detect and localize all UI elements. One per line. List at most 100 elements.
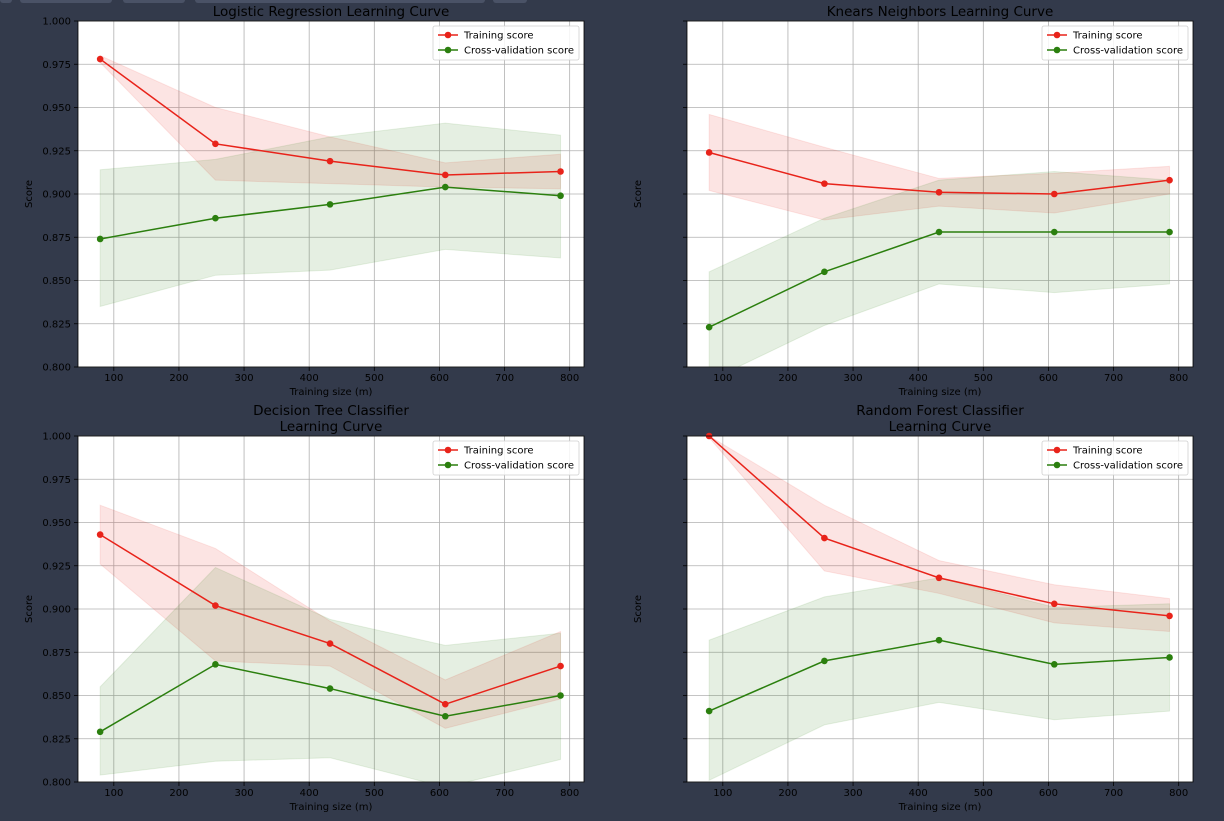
- point-cross-validation-score: [821, 268, 828, 276]
- toolbar-tab[interactable]: [0, 0, 12, 3]
- x-tick-label: 100: [104, 373, 123, 384]
- point-training-score: [557, 662, 564, 670]
- x-tick-label: 800: [1169, 373, 1188, 384]
- x-tick-label: 100: [713, 788, 732, 799]
- point-cross-validation-score: [1050, 228, 1058, 236]
- point-cross-validation-score: [1166, 654, 1173, 661]
- point-training-score: [212, 140, 219, 148]
- y-tick-label: 1.000: [42, 432, 71, 443]
- legend-label-cross-validation: Cross-validation score: [1073, 461, 1183, 472]
- point-cross-validation-score: [212, 214, 219, 222]
- legend-label-training: Training score: [1072, 446, 1143, 457]
- x-tick-label: 600: [430, 373, 449, 384]
- y-tick-label: 0.900: [42, 605, 71, 616]
- y-axis: [683, 20, 687, 368]
- x-tick-label: 500: [974, 788, 993, 799]
- x-tick-label: 400: [300, 373, 319, 384]
- x-axis-label: Training size (m): [898, 802, 982, 813]
- point-cross-validation-score: [1166, 228, 1173, 236]
- legend-marker-cross-validation: [444, 461, 452, 469]
- series-markers: [705, 149, 1173, 331]
- legend-marker-cross-validation: [1053, 46, 1061, 54]
- y-tick-label: 0.850: [42, 276, 71, 287]
- band-cross-validation: [99, 122, 562, 308]
- series-markers: [96, 55, 564, 243]
- legend-label-cross-validation: Cross-validation score: [464, 46, 574, 57]
- x-axis-label: Training size (m): [289, 387, 373, 398]
- point-cross-validation-score: [821, 657, 828, 665]
- subplot-decision-tree: 100 200 300 400 500 600 700 8000.8000.8250.8500…: [24, 403, 585, 813]
- y-axis: [683, 435, 687, 783]
- toolbar-tab[interactable]: [493, 0, 527, 3]
- confidence-bands: [99, 504, 562, 782]
- point-cross-validation-score: [935, 636, 943, 644]
- legend-marker-cross-validation: [1053, 461, 1061, 469]
- point-training-score: [441, 700, 449, 708]
- y-tick-label: 0.875: [42, 233, 71, 244]
- toolbar-tab[interactable]: [20, 0, 112, 3]
- point-training-score: [1166, 176, 1173, 184]
- point-training-score: [821, 180, 828, 187]
- x-axis: 100 200 300 400 500 600 700 800: [713, 782, 1188, 799]
- x-tick-label: 800: [1169, 788, 1188, 799]
- point-training-score: [1050, 190, 1058, 198]
- point-training-score: [96, 531, 104, 538]
- x-tick-label: 200: [169, 788, 188, 799]
- point-training-score: [935, 188, 943, 196]
- band-training: [708, 436, 1171, 633]
- x-axis-label: Training size (m): [289, 802, 373, 813]
- x-tick-label: 400: [909, 788, 928, 799]
- point-cross-validation-score: [557, 692, 564, 699]
- point-cross-validation-score: [441, 183, 449, 191]
- series-markers: [96, 531, 564, 736]
- point-cross-validation-score: [557, 192, 564, 200]
- band-training: [99, 54, 562, 190]
- x-tick-label: 600: [430, 788, 449, 799]
- y-axis-label: Score: [633, 180, 644, 208]
- y-axis-label: Score: [633, 595, 644, 623]
- legend-box: [1041, 440, 1189, 476]
- legend-label-cross-validation: Cross-validation score: [464, 461, 574, 472]
- toolbar-tab[interactable]: [195, 0, 485, 3]
- y-tick-label: 0.900: [42, 190, 71, 201]
- legend-marker-training: [444, 31, 452, 39]
- x-tick-label: 500: [365, 788, 384, 799]
- point-cross-validation-score: [935, 228, 943, 236]
- point-cross-validation-score: [326, 685, 334, 692]
- confidence-bands: [99, 54, 562, 308]
- point-training-score: [821, 534, 828, 542]
- y-axis: 0.800 0.825 0.850 0.875 0.900 0.925 0.950 0.975…: [42, 17, 78, 374]
- x-tick-label: 400: [300, 788, 319, 799]
- point-cross-validation-score: [705, 323, 713, 331]
- x-tick-label: 800: [560, 373, 579, 384]
- x-tick-label: 700: [495, 373, 514, 384]
- x-tick-label: 400: [909, 373, 928, 384]
- x-tick-label: 200: [169, 373, 188, 384]
- x-axis: 100 200 300 400 500 600 700 800: [104, 782, 579, 799]
- band-training: [99, 504, 562, 729]
- x-tick-label: 500: [365, 373, 384, 384]
- legend-marker-cross-validation: [444, 46, 452, 54]
- y-tick-label: 0.950: [42, 518, 71, 529]
- point-training-score: [1166, 612, 1173, 620]
- x-tick-label: 300: [235, 373, 254, 384]
- legend: Training score Cross-validation score: [432, 440, 580, 476]
- toolbar-tab[interactable]: [123, 0, 185, 3]
- point-training-score: [935, 574, 943, 582]
- point-training-score: [96, 55, 104, 63]
- x-tick-label: 200: [778, 788, 797, 799]
- x-tick-label: 800: [560, 788, 579, 799]
- subplot-random-forest: 100 200 300 400 500 600 700 800 Training size (m…: [633, 403, 1194, 813]
- point-training-score: [441, 171, 449, 179]
- x-tick-label: 600: [1039, 788, 1058, 799]
- y-tick-label: 0.950: [42, 103, 71, 114]
- legend-label-training: Training score: [463, 446, 534, 457]
- y-tick-label: 0.875: [42, 648, 71, 659]
- point-training-score: [326, 640, 334, 647]
- x-tick-label: 300: [844, 373, 863, 384]
- point-cross-validation-score: [705, 707, 713, 715]
- legend: Training score Cross-validation score: [1041, 25, 1189, 61]
- x-axis-label: Training size (m): [898, 387, 982, 398]
- point-training-score: [212, 602, 219, 609]
- x-tick-label: 700: [1104, 788, 1123, 799]
